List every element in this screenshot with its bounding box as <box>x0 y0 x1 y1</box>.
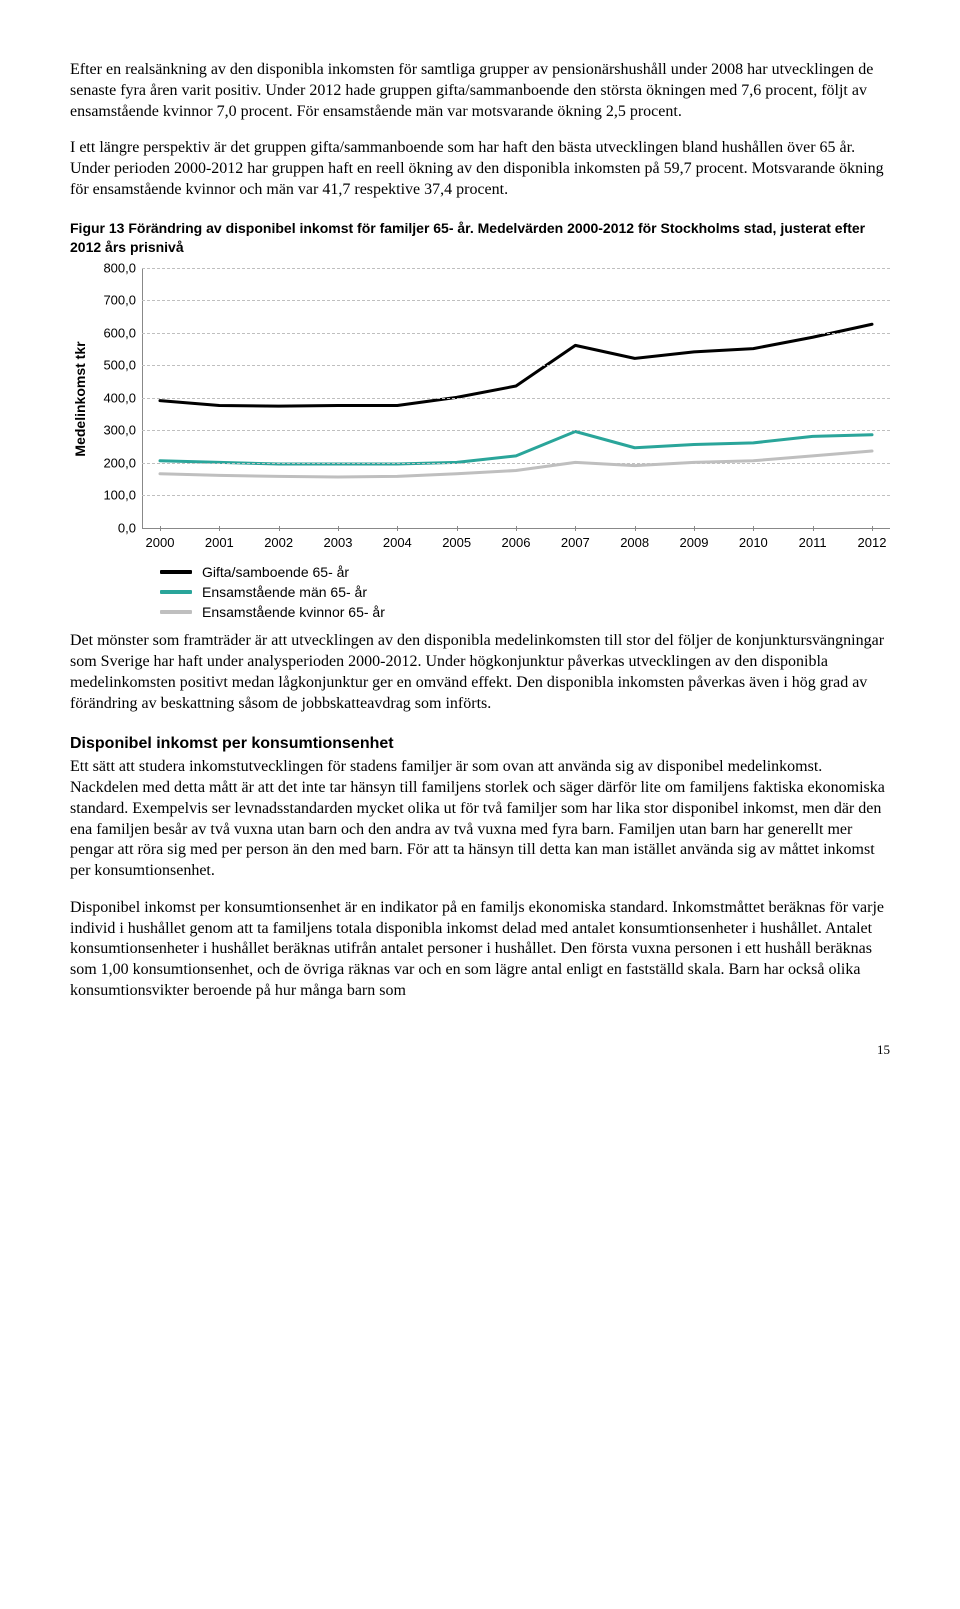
y-tick-label: 500,0 <box>103 358 142 375</box>
paragraph: Disponibel inkomst per konsumtionsenhet … <box>70 898 890 1002</box>
y-tick-label: 0,0 <box>118 520 142 537</box>
x-tick <box>338 526 339 531</box>
x-tick-label: 2006 <box>502 535 531 552</box>
grid-line <box>142 398 890 399</box>
grid-line <box>142 365 890 366</box>
y-axis-label: Medelinkomst tkr <box>71 341 89 456</box>
x-tick-label: 2009 <box>680 535 709 552</box>
x-tick-label: 2003 <box>324 535 353 552</box>
x-tick <box>694 526 695 531</box>
x-tick-label: 2004 <box>383 535 412 552</box>
x-tick-label: 2000 <box>146 535 175 552</box>
legend-swatch <box>160 570 192 574</box>
paragraph: Det mönster som framträder är att utveck… <box>70 631 890 714</box>
legend-swatch <box>160 590 192 594</box>
y-tick-label: 700,0 <box>103 293 142 310</box>
grid-line <box>142 268 890 269</box>
x-tick <box>279 526 280 531</box>
paragraph: I ett längre perspektiv är det gruppen g… <box>70 138 890 200</box>
figure-caption: Figur 13 Förändring av disponibel inkoms… <box>70 219 890 257</box>
x-tick <box>813 526 814 531</box>
grid-line <box>142 495 890 496</box>
legend-swatch <box>160 610 192 614</box>
x-tick <box>635 526 636 531</box>
legend-label: Gifta/samboende 65- år <box>202 563 349 581</box>
y-tick-label: 800,0 <box>103 260 142 277</box>
x-tick <box>516 526 517 531</box>
x-tick <box>872 526 873 531</box>
x-tick <box>397 526 398 531</box>
legend-item: Ensamstående kvinnor 65- år <box>160 603 890 621</box>
x-tick-label: 2008 <box>620 535 649 552</box>
grid-line <box>142 300 890 301</box>
chart-legend: Gifta/samboende 65- år Ensamstående män 6… <box>160 563 890 622</box>
section-heading: Disponibel inkomst per konsumtionsenhet <box>70 734 890 755</box>
grid-line <box>142 430 890 431</box>
y-tick-label: 600,0 <box>103 325 142 342</box>
x-tick-label: 2010 <box>739 535 768 552</box>
x-tick <box>219 526 220 531</box>
paragraph: Ett sätt att studera inkomstutvecklingen… <box>70 757 890 882</box>
y-tick-label: 400,0 <box>103 390 142 407</box>
x-tick-label: 2007 <box>561 535 590 552</box>
x-axis-labels: 2000 2001 2002 2003 2004 2005 2006 2007 2008 2009… <box>142 533 890 553</box>
x-tick <box>575 526 576 531</box>
y-tick-label: 300,0 <box>103 423 142 440</box>
x-tick <box>457 526 458 531</box>
y-tick-label: 200,0 <box>103 455 142 472</box>
x-tick-label: 2011 <box>799 535 827 552</box>
x-tick-label: 2012 <box>858 535 887 552</box>
grid-line <box>142 333 890 334</box>
x-tick-label: 2002 <box>264 535 293 552</box>
legend-label: Ensamstående kvinnor 65- år <box>202 603 385 621</box>
legend-label: Ensamstående män 65- år <box>202 583 367 601</box>
x-tick <box>160 526 161 531</box>
x-tick-label: 2001 <box>205 535 234 552</box>
legend-item: Ensamstående män 65- år <box>160 583 890 601</box>
y-tick-label: 100,0 <box>103 488 142 505</box>
x-tick-label: 2005 <box>442 535 471 552</box>
grid-line <box>142 463 890 464</box>
legend-item: Gifta/samboende 65- år <box>160 563 890 581</box>
chart-series <box>142 269 890 529</box>
line-chart: Medelinkomst tkr 0,0 100,0 200,0 300,0 400,0… <box>70 269 890 622</box>
paragraph: Efter en realsänkning av den disponibla … <box>70 60 890 122</box>
page-number: 15 <box>70 1042 890 1059</box>
x-tick <box>753 526 754 531</box>
